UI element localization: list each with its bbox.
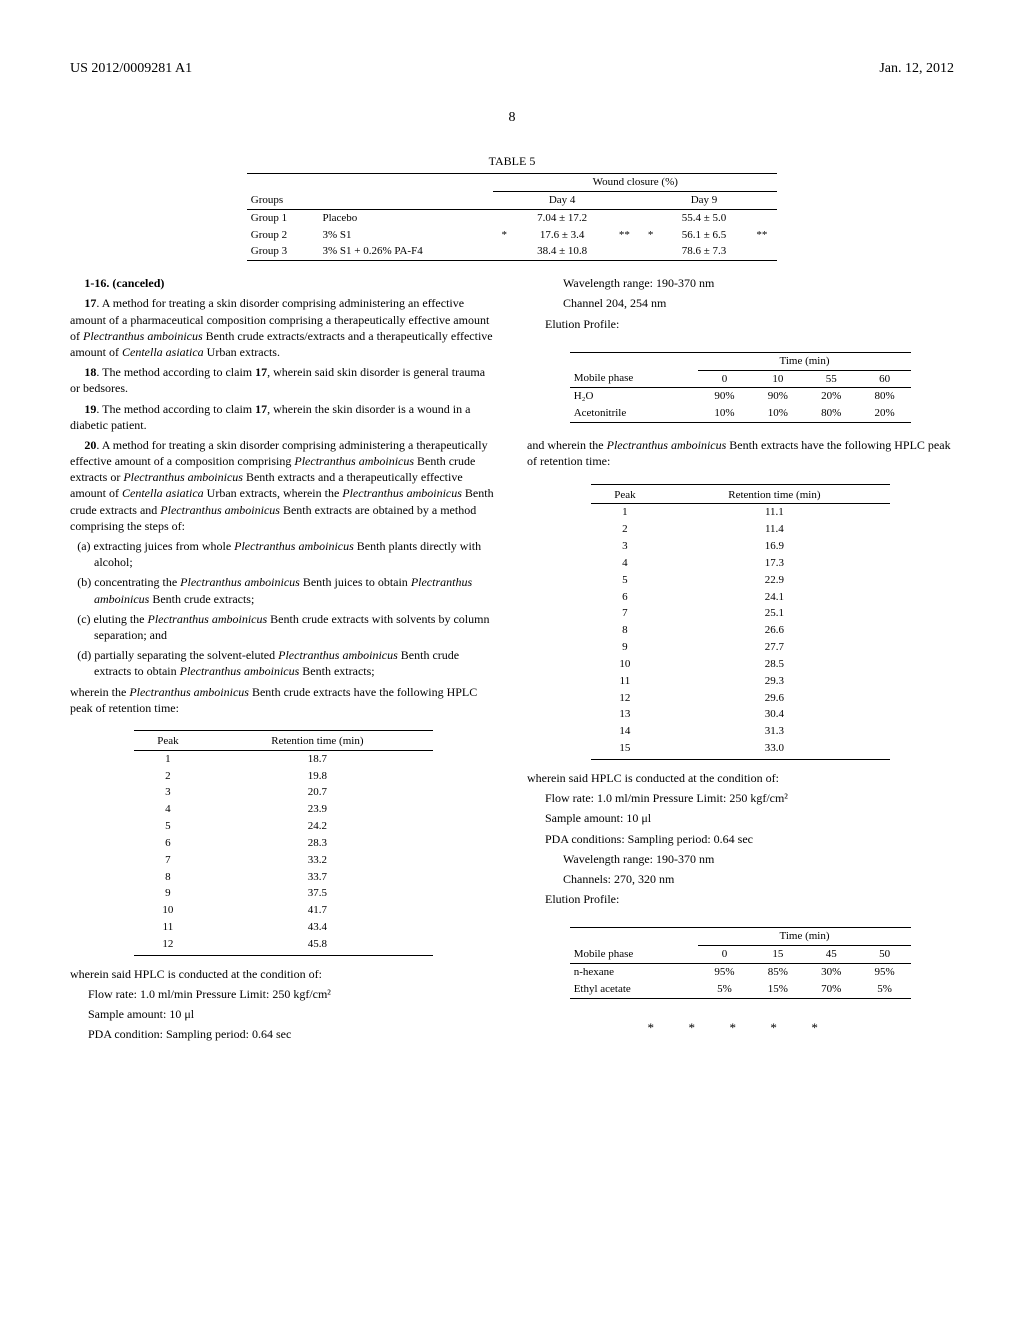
hplc1-l1: Flow rate: 1.0 ml/min Pressure Limit: 25… — [70, 986, 497, 1002]
right-column: Wavelength range: 190-370 nm Channel 204… — [527, 275, 954, 1046]
claim-20: 20. A method for treating a skin disorde… — [70, 437, 497, 534]
table5: Wound closure (%) Groups Day 4 Day 9 Gro… — [247, 173, 777, 261]
hplc1-l5: Channel 204, 254 nm — [527, 295, 954, 311]
claim-17: 17. A method for treating a skin disorde… — [70, 295, 497, 360]
hplc2-l6: Elution Profile: — [527, 891, 954, 907]
claim-18: 18. The method according to claim 17, wh… — [70, 364, 497, 396]
left-column: 1-16. (canceled) 17. A method for treati… — [70, 275, 497, 1046]
claim-20-tail: wherein the Plectranthus amboinicus Bent… — [70, 684, 497, 716]
claim-20d: (d) partially separating the solvent-elu… — [70, 647, 497, 679]
hplc1-l4: Wavelength range: 190-370 nm — [527, 275, 954, 291]
mobile-phase-table-2: Time (min) Mobile phase 015 4550 n-hexan… — [570, 927, 912, 998]
retention-table-2: PeakRetention time (min) 111.1211.4316.9… — [591, 484, 890, 761]
mobile-phase-table-1: Time (min) Mobile phase 010 5560 H₂O90%9… — [570, 352, 912, 423]
hplc2-l4: Wavelength range: 190-370 nm — [527, 851, 954, 867]
hplc2-lead: wherein said HPLC is conducted at the co… — [527, 770, 954, 786]
pub-date: Jan. 12, 2012 — [879, 60, 954, 79]
claim-20c: (c) eluting the Plectranthus amboinicus … — [70, 611, 497, 643]
end-stars: * * * * * — [527, 1019, 954, 1037]
hplc2-l3: PDA conditions: Sampling period: 0.64 se… — [527, 831, 954, 847]
hplc1-lead: wherein said HPLC is conducted at the co… — [70, 966, 497, 982]
hplc2-l2: Sample amount: 10 μl — [527, 810, 954, 826]
claim-19: 19. The method according to claim 17, wh… — [70, 401, 497, 433]
hplc2-l5: Channels: 270, 320 nm — [527, 871, 954, 887]
claims-canceled: 1-16. (canceled) — [84, 276, 164, 290]
hplc1-l6: Elution Profile: — [527, 316, 954, 332]
hplc1-l2: Sample amount: 10 μl — [70, 1006, 497, 1022]
claim-20b: (b) concentrating the Plectranthus amboi… — [70, 574, 497, 606]
pub-number: US 2012/0009281 A1 — [70, 60, 192, 79]
retention-table-1: PeakRetention time (min) 118.7219.8320.7… — [134, 730, 433, 956]
mid-text: and wherein the Plectranthus amboinicus … — [527, 437, 954, 469]
page-number: 8 — [70, 109, 954, 128]
claim-20a: (a) extracting juices from whole Plectra… — [70, 538, 497, 570]
hplc1-l3: PDA condition: Sampling period: 0.64 sec — [70, 1026, 497, 1042]
hplc2-l1: Flow rate: 1.0 ml/min Pressure Limit: 25… — [527, 790, 954, 806]
table5-title: TABLE 5 — [247, 153, 777, 169]
